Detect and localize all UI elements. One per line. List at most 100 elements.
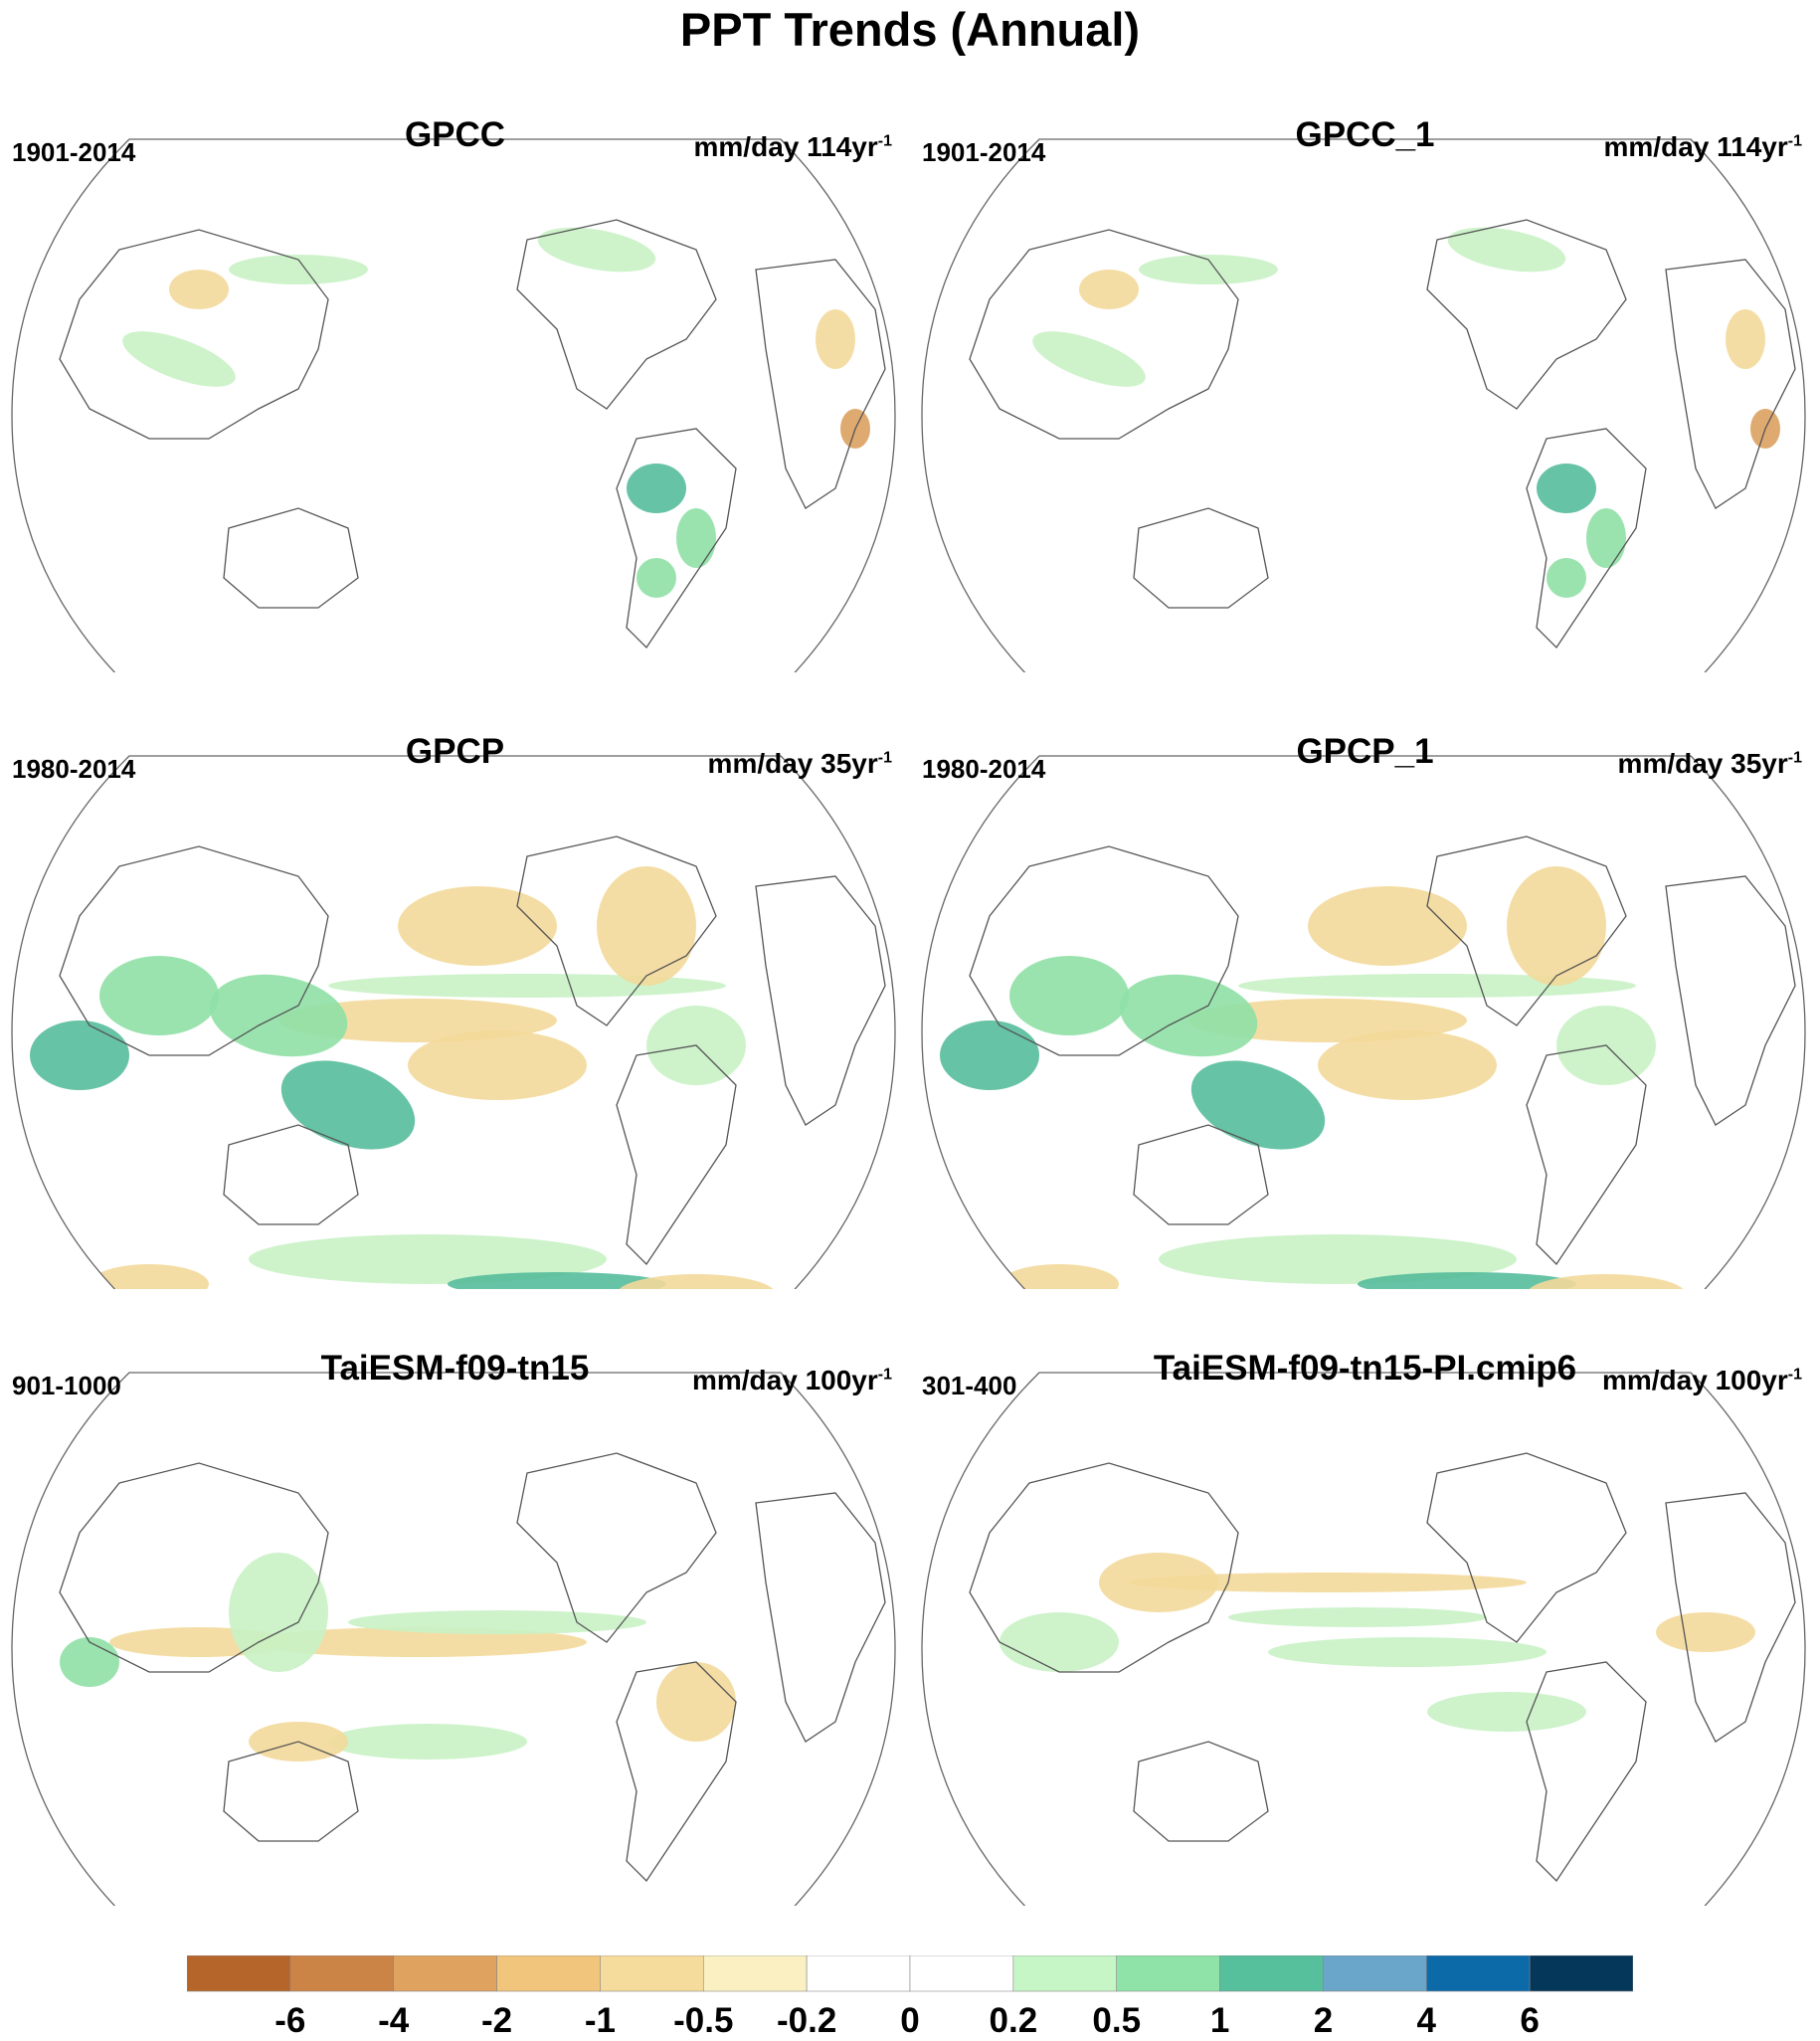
panel-units: mm/day 114yr-1	[1604, 131, 1802, 163]
coastline	[59, 229, 329, 440]
coastline	[969, 1462, 1239, 1673]
colorbar-swatch	[187, 1955, 291, 1992]
colorbar-tick-label: -2	[481, 2001, 513, 2040]
units-text: mm/day 114yr	[1603, 131, 1788, 162]
panel-period: 1901-2014	[922, 137, 1046, 167]
coastline	[1665, 1492, 1796, 1743]
coastline	[59, 1462, 329, 1673]
trend-patch	[1358, 1272, 1576, 1289]
colorbar-swatch	[496, 1955, 601, 1992]
coastline	[969, 845, 1239, 1056]
coastline	[969, 229, 1239, 440]
colorbar-tick-label: 0.2	[989, 2001, 1038, 2040]
colorbar-swatch	[1219, 1955, 1324, 1992]
trend-patch	[328, 1724, 527, 1760]
coastline	[516, 835, 717, 1026]
trend-patch	[249, 1627, 587, 1657]
coastline	[1426, 1452, 1627, 1643]
trend-patch	[1308, 886, 1467, 966]
colorbar-swatch	[806, 1955, 911, 1992]
coastline	[755, 259, 886, 509]
coastline	[616, 1044, 737, 1266]
trend-patch	[90, 1264, 209, 1289]
projection-map	[11, 138, 896, 672]
coastline	[1133, 1124, 1269, 1225]
panel-title: GPCP_1	[1296, 732, 1434, 771]
panel-title: GPCP	[405, 732, 505, 771]
colorbar-swatch	[393, 1955, 497, 1992]
colorbar-swatch	[1425, 1955, 1531, 1992]
coastline	[1526, 1044, 1647, 1266]
trend-patch	[99, 956, 219, 1035]
colorbar-tick-label: 1	[1209, 2001, 1230, 2040]
colorbar	[187, 1955, 1633, 1992]
trend-patch	[1000, 1264, 1119, 1289]
coastline	[223, 1124, 359, 1225]
panel-period: 1980-2014	[922, 754, 1046, 784]
trend-patch	[1427, 1692, 1586, 1732]
figure-title: PPT Trends (Annual)	[679, 3, 1141, 56]
panel-title: TaiESM-f09-tn15	[320, 1349, 590, 1388]
trend-patch	[1099, 1553, 1218, 1612]
coastline	[1426, 219, 1627, 410]
trend-patch	[398, 886, 557, 966]
units-text: mm/day 100yr	[691, 1365, 878, 1395]
trend-patch	[30, 1020, 129, 1090]
panel-units: mm/day 100yr-1	[692, 1365, 892, 1396]
panel-period: 301-400	[922, 1371, 1017, 1400]
trend-patch	[617, 1274, 776, 1289]
coastline	[1665, 259, 1796, 509]
panel-units: mm/day 35yr-1	[1618, 748, 1802, 780]
map-panel: GPCC 1901-2014 mm/day 114yr-1	[0, 56, 910, 672]
map-panel: TaiESM-f09-tn15 901-1000 mm/day 100yr-1	[0, 1289, 910, 1906]
coastline	[1526, 428, 1647, 649]
coastline	[1133, 1741, 1269, 1842]
coastline	[755, 875, 886, 1126]
colorbar-tick-label: 0	[900, 2001, 920, 2040]
trend-patch	[1318, 1030, 1497, 1100]
trend-patch	[1547, 558, 1586, 598]
coastline	[516, 219, 717, 410]
units-text: mm/day 100yr	[1601, 1365, 1788, 1395]
colorbar-tick-label: 2	[1313, 2001, 1334, 2040]
trend-patch	[1586, 508, 1626, 568]
trend-patch	[1190, 1060, 1326, 1150]
trend-patch	[348, 1610, 646, 1634]
trend-patch	[1129, 1573, 1527, 1592]
colorbar-swatch	[909, 1955, 1014, 1992]
units-text: mm/day 35yr	[707, 748, 878, 779]
coastline	[223, 1741, 359, 1842]
projection-map	[921, 138, 1806, 672]
colorbar-tick-label: 6	[1520, 2001, 1540, 2040]
trend-patch	[1726, 309, 1765, 369]
map-outline	[921, 1372, 1806, 1906]
coastline	[1133, 507, 1269, 609]
trend-patch	[676, 508, 716, 568]
units-exponent: -1	[877, 1366, 892, 1384]
trend-patch	[1032, 331, 1146, 387]
colorbar-swatch	[1116, 1955, 1220, 1992]
map-outline	[921, 138, 1806, 672]
colorbar-swatch	[702, 1955, 808, 1992]
units-text: mm/day 114yr	[693, 131, 878, 162]
trend-patch	[1139, 255, 1278, 284]
trend-patch	[656, 1662, 736, 1742]
panel-title: GPCC	[404, 115, 506, 154]
panel-units: mm/day 35yr-1	[708, 748, 892, 780]
trend-patch	[1268, 1637, 1547, 1667]
colorbar-tick-label: -4	[378, 2001, 410, 2040]
map-outline	[11, 1372, 896, 1906]
coastline	[59, 845, 329, 1056]
units-exponent: -1	[1787, 749, 1802, 767]
trend-patch	[249, 1234, 607, 1284]
trend-patch	[1228, 1607, 1487, 1627]
coastline	[755, 1492, 886, 1743]
trend-patch	[1009, 956, 1129, 1035]
projection-map	[921, 755, 1806, 1289]
trend-patch	[1527, 1274, 1686, 1289]
colorbar-swatch	[289, 1955, 395, 1992]
coastline	[1665, 875, 1796, 1126]
trend-patch	[1447, 227, 1566, 273]
trend-patch	[1159, 1234, 1517, 1284]
map-panel: GPCC_1 1901-2014 mm/day 114yr-1	[910, 56, 1820, 672]
